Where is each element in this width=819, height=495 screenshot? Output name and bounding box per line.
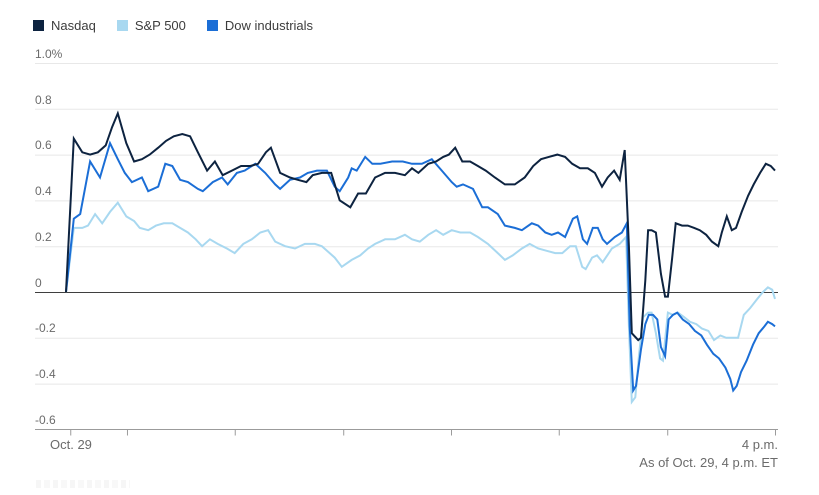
series-line-s-p-500 [65,201,776,405]
y-axis-label: 1.0% [35,47,63,61]
x-axis-end-label: 4 p.m. [741,437,778,452]
x-axis-start-label: Oct. 29 [50,437,92,452]
series-line-dow-industrials [65,140,776,394]
legend-item-nasdaq: Nasdaq [33,18,96,33]
nasdaq-color-swatch [33,20,44,31]
series-line-nasdaq [65,110,776,342]
legend-item-dow: Dow industrials [206,18,314,33]
y-axis-label: -0.2 [35,321,56,335]
legend-item-sp500: S&P 500 [116,18,186,33]
y-axis-label: 0.6 [35,138,52,152]
y-axis-label: -0.4 [35,367,56,381]
y-axis-label: 0 [35,276,42,290]
legend-label-sp500: S&P 500 [134,18,186,33]
chart-legend: Nasdaq S&P 500 Dow industrials [33,18,313,33]
y-axis-label: 0.2 [35,230,52,244]
clipped-footnote-fragment [36,480,130,488]
y-axis-label: -0.6 [35,413,56,427]
as-of-timestamp: As of Oct. 29, 4 p.m. ET [639,455,778,470]
dow-color-swatch [206,20,218,31]
legend-label-nasdaq: Nasdaq [51,18,96,33]
y-axis-label: 0.8 [35,93,52,107]
sp500-color-swatch [116,20,128,31]
y-axis-label: 0.4 [35,184,52,198]
legend-label-dow: Dow industrials [224,18,314,33]
